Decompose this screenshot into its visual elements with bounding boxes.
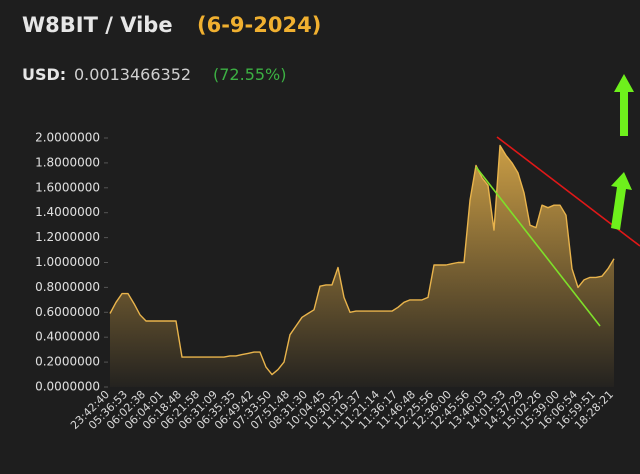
price-label: USD: [22, 65, 66, 84]
y-tick-label: 1.8000000 [35, 155, 100, 169]
trend-line-support [475, 166, 601, 327]
area-fill [110, 145, 614, 387]
y-tick-label: 1.6000000 [35, 180, 100, 194]
plot-area: 0.0000000 0.2000000 0.4000000 0.6000000 0.80… [35, 131, 616, 433]
y-tick-label: 1.4000000 [35, 205, 100, 219]
y-tick-label: 0.4000000 [35, 330, 100, 344]
y-tick-label: 0.2000000 [35, 355, 100, 369]
chart-date: (6-9-2024) [197, 13, 321, 37]
y-tick-label: 0.0000000 [35, 380, 100, 394]
arrow-icon [611, 74, 634, 230]
chart-title: W8BIT / Vibe [22, 13, 173, 37]
y-tick-label: 0.8000000 [35, 280, 100, 294]
y-tick-label: 2.0000000 [35, 131, 100, 145]
y-tick-label: 0.6000000 [35, 305, 100, 319]
y-tick-label: 1.2000000 [35, 230, 100, 244]
y-tick-label: 1.0000000 [35, 255, 100, 269]
price: 0.0013466352 [74, 65, 191, 84]
price-change: (72.55%) [213, 65, 287, 84]
price-line [109, 144, 615, 376]
